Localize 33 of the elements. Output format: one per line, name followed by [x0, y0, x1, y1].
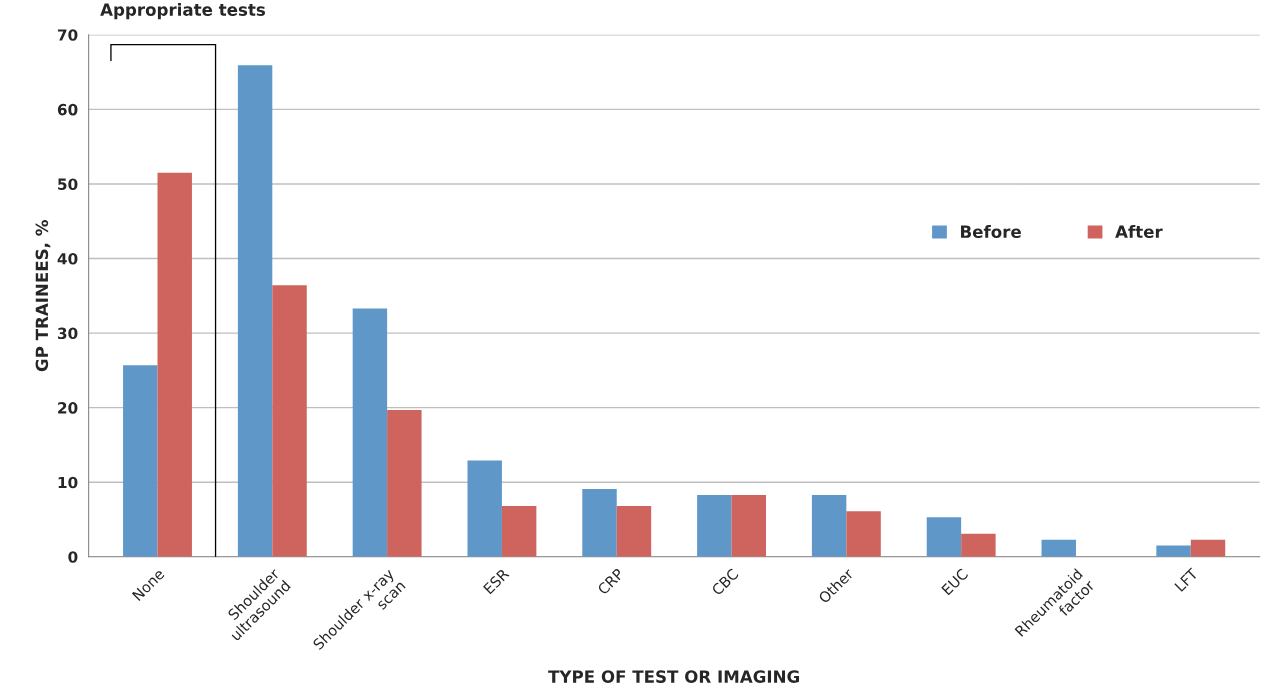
bar [467, 460, 502, 557]
bar [697, 494, 732, 557]
bar [1041, 539, 1076, 557]
bar [1190, 539, 1226, 557]
y-tick-label: 30 [57, 327, 78, 340]
bar [811, 494, 847, 557]
bar [123, 365, 158, 557]
bar [157, 172, 192, 557]
y-tick-label: 10 [58, 476, 78, 489]
y-tick-label: 60 [57, 103, 78, 116]
bar [616, 506, 652, 557]
y-tick-label: 70 [57, 29, 78, 41]
bar [961, 533, 996, 557]
bar [1156, 545, 1191, 557]
y-axis-title: GP TRAINEES, % [35, 220, 51, 372]
y-tick-label: 0 [68, 551, 78, 563]
bar [387, 409, 422, 557]
bar [272, 285, 307, 557]
bar [926, 517, 962, 557]
legend-label: Before [961, 225, 1021, 238]
y-tick-label: 40 [57, 252, 78, 265]
legend-label: After [1115, 225, 1163, 238]
bar [352, 308, 388, 557]
y-tick-label: 50 [58, 178, 78, 190]
bar [501, 506, 537, 557]
x-tick-label: ESR [482, 567, 510, 595]
bar [582, 488, 617, 557]
bar [237, 65, 273, 557]
bar [731, 494, 766, 557]
y-tick-label: 20 [58, 402, 78, 414]
bar [846, 511, 881, 557]
text: Appropriate tests [100, 3, 265, 20]
x-axis-title: TYPE OF TEST OR IMAGING [548, 670, 799, 683]
